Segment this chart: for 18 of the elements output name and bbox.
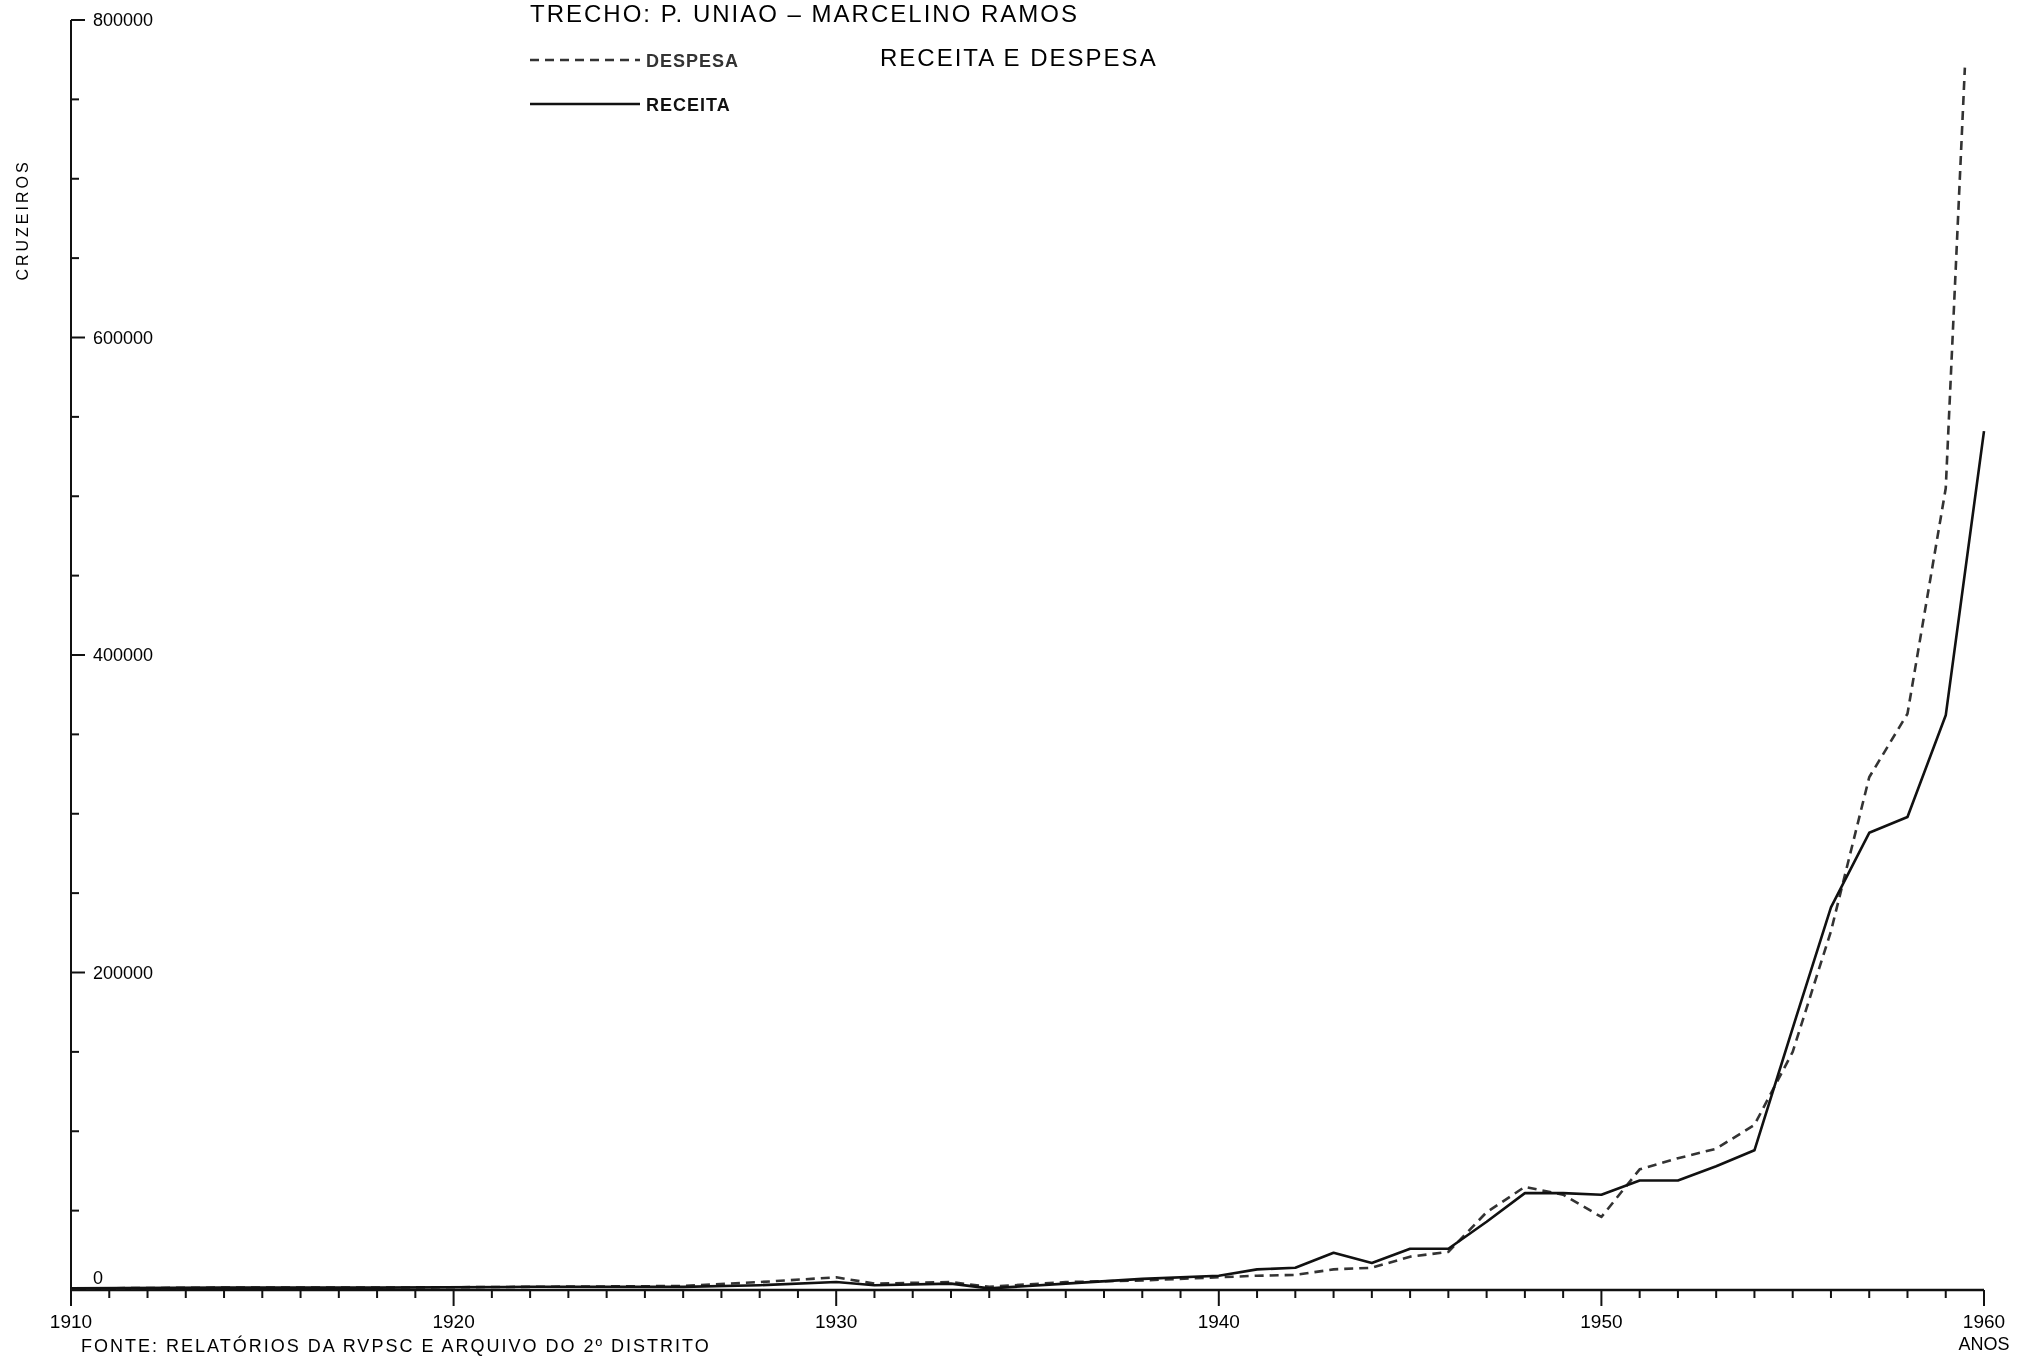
- x-tick-label: 1940: [1197, 1311, 1240, 1332]
- chart-title: TRECHO: P. UNIAO – MARCELINO RAMOS: [530, 0, 1079, 27]
- x-tick-label: 1920: [432, 1311, 475, 1332]
- y-tick-label: 400000: [93, 645, 154, 665]
- y-tick-label: 600000: [93, 327, 154, 348]
- y-tick-label: 800000: [93, 10, 154, 30]
- y-tick-label: 0: [93, 1268, 104, 1288]
- text: RECEITA E DESPESA: [880, 44, 1158, 71]
- y-axis-title: CRUZEIROS: [14, 159, 31, 281]
- x-axis-title: ANOS: [1958, 1334, 2010, 1354]
- x-tick-label: 1960: [1962, 1311, 2006, 1332]
- x-tick-label: 1910: [49, 1311, 93, 1332]
- text: DESPESA: [646, 51, 740, 71]
- source-note: FONTE: RELATÓRIOS DA RVPSC E ARQUIVO DO 2º DISTRITO: [81, 1335, 711, 1356]
- x-tick-label: 1950: [1580, 1311, 1623, 1332]
- text: RECEITA: [646, 95, 731, 115]
- x-tick-label: 1930: [815, 1311, 858, 1332]
- y-tick-label: 200000: [93, 962, 154, 983]
